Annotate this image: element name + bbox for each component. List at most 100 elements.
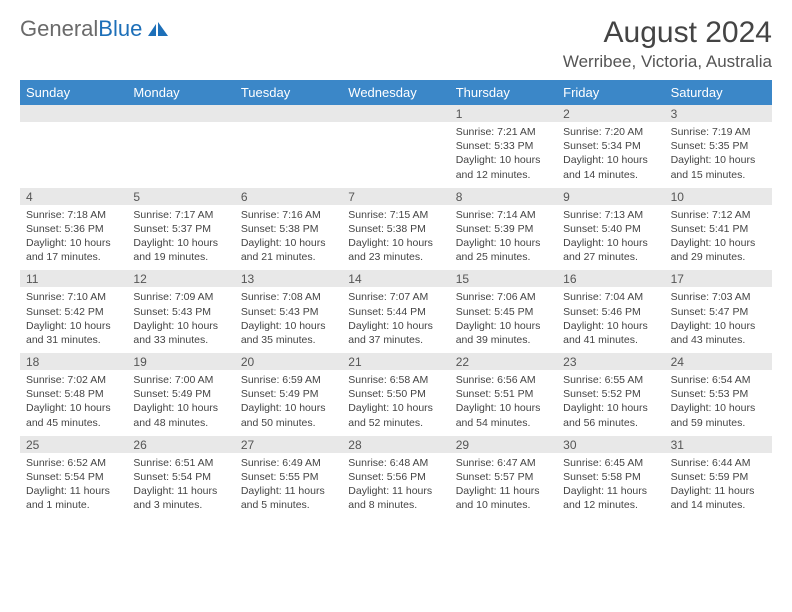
calendar-week: 11Sunrise: 7:10 AMSunset: 5:42 PMDayligh… <box>20 270 772 353</box>
date-number: 21 <box>342 353 449 370</box>
sunrise-text: Sunrise: 7:16 AM <box>241 208 336 222</box>
sunset-text: Sunset: 5:37 PM <box>133 222 228 236</box>
calendar-day: 28Sunrise: 6:48 AMSunset: 5:56 PMDayligh… <box>342 436 449 519</box>
date-number: 24 <box>665 353 772 370</box>
sunrise-text: Sunrise: 7:17 AM <box>133 208 228 222</box>
calendar-day: 14Sunrise: 7:07 AMSunset: 5:44 PMDayligh… <box>342 270 449 353</box>
calendar-day: 2Sunrise: 7:20 AMSunset: 5:34 PMDaylight… <box>557 105 664 188</box>
date-number: 20 <box>235 353 342 370</box>
sunset-text: Sunset: 5:41 PM <box>671 222 766 236</box>
weekday-header: Sunday Monday Tuesday Wednesday Thursday… <box>20 80 772 105</box>
weekday-label: Friday <box>557 80 664 105</box>
date-number: 19 <box>127 353 234 370</box>
sunset-text: Sunset: 5:34 PM <box>563 139 658 153</box>
calendar: Sunday Monday Tuesday Wednesday Thursday… <box>20 80 772 518</box>
date-number <box>20 105 127 122</box>
sunset-text: Sunset: 5:42 PM <box>26 305 121 319</box>
calendar-day: 19Sunrise: 7:00 AMSunset: 5:49 PMDayligh… <box>127 353 234 436</box>
calendar-day: 23Sunrise: 6:55 AMSunset: 5:52 PMDayligh… <box>557 353 664 436</box>
sunset-text: Sunset: 5:47 PM <box>671 305 766 319</box>
day-details: Sunrise: 7:18 AMSunset: 5:36 PMDaylight:… <box>26 205 121 265</box>
daylight-text: Daylight: 10 hours and 41 minutes. <box>563 319 658 347</box>
sunset-text: Sunset: 5:40 PM <box>563 222 658 236</box>
calendar-day: 11Sunrise: 7:10 AMSunset: 5:42 PMDayligh… <box>20 270 127 353</box>
day-details: Sunrise: 7:17 AMSunset: 5:37 PMDaylight:… <box>133 205 228 265</box>
sunset-text: Sunset: 5:38 PM <box>241 222 336 236</box>
day-details <box>241 122 336 180</box>
calendar-day: 31Sunrise: 6:44 AMSunset: 5:59 PMDayligh… <box>665 436 772 519</box>
daylight-text: Daylight: 11 hours and 8 minutes. <box>348 484 443 512</box>
calendar-day: 22Sunrise: 6:56 AMSunset: 5:51 PMDayligh… <box>450 353 557 436</box>
calendar-day: 17Sunrise: 7:03 AMSunset: 5:47 PMDayligh… <box>665 270 772 353</box>
day-details: Sunrise: 7:14 AMSunset: 5:39 PMDaylight:… <box>456 205 551 265</box>
day-details: Sunrise: 7:12 AMSunset: 5:41 PMDaylight:… <box>671 205 766 265</box>
daylight-text: Daylight: 10 hours and 59 minutes. <box>671 401 766 429</box>
daylight-text: Daylight: 10 hours and 15 minutes. <box>671 153 766 181</box>
calendar-day: 4Sunrise: 7:18 AMSunset: 5:36 PMDaylight… <box>20 188 127 271</box>
sunrise-text: Sunrise: 6:51 AM <box>133 456 228 470</box>
sunset-text: Sunset: 5:43 PM <box>133 305 228 319</box>
sunrise-text: Sunrise: 7:14 AM <box>456 208 551 222</box>
day-details: Sunrise: 6:52 AMSunset: 5:54 PMDaylight:… <box>26 453 121 513</box>
sunrise-text: Sunrise: 6:44 AM <box>671 456 766 470</box>
brand-logo: GeneralBlue <box>20 18 170 40</box>
day-details: Sunrise: 6:45 AMSunset: 5:58 PMDaylight:… <box>563 453 658 513</box>
calendar-day: 24Sunrise: 6:54 AMSunset: 5:53 PMDayligh… <box>665 353 772 436</box>
date-number: 15 <box>450 270 557 287</box>
calendar-day: 3Sunrise: 7:19 AMSunset: 5:35 PMDaylight… <box>665 105 772 188</box>
day-details: Sunrise: 7:16 AMSunset: 5:38 PMDaylight:… <box>241 205 336 265</box>
calendar-page: GeneralBlue August 2024 Werribee, Victor… <box>0 0 792 528</box>
calendar-day: 29Sunrise: 6:47 AMSunset: 5:57 PMDayligh… <box>450 436 557 519</box>
day-details: Sunrise: 7:09 AMSunset: 5:43 PMDaylight:… <box>133 287 228 347</box>
calendar-week: 1Sunrise: 7:21 AMSunset: 5:33 PMDaylight… <box>20 105 772 188</box>
date-number: 22 <box>450 353 557 370</box>
date-number: 4 <box>20 188 127 205</box>
daylight-text: Daylight: 10 hours and 37 minutes. <box>348 319 443 347</box>
day-details: Sunrise: 7:00 AMSunset: 5:49 PMDaylight:… <box>133 370 228 430</box>
day-details: Sunrise: 6:47 AMSunset: 5:57 PMDaylight:… <box>456 453 551 513</box>
sunrise-text: Sunrise: 6:59 AM <box>241 373 336 387</box>
date-number: 5 <box>127 188 234 205</box>
daylight-text: Daylight: 10 hours and 19 minutes. <box>133 236 228 264</box>
sunset-text: Sunset: 5:45 PM <box>456 305 551 319</box>
day-details: Sunrise: 7:03 AMSunset: 5:47 PMDaylight:… <box>671 287 766 347</box>
brand-text: GeneralBlue <box>20 18 142 40</box>
date-number: 12 <box>127 270 234 287</box>
title-block: August 2024 Werribee, Victoria, Australi… <box>563 18 772 72</box>
date-number: 26 <box>127 436 234 453</box>
date-number: 23 <box>557 353 664 370</box>
calendar-day: 25Sunrise: 6:52 AMSunset: 5:54 PMDayligh… <box>20 436 127 519</box>
sunrise-text: Sunrise: 7:00 AM <box>133 373 228 387</box>
sunrise-text: Sunrise: 7:18 AM <box>26 208 121 222</box>
daylight-text: Daylight: 10 hours and 39 minutes. <box>456 319 551 347</box>
day-details: Sunrise: 7:02 AMSunset: 5:48 PMDaylight:… <box>26 370 121 430</box>
day-details: Sunrise: 6:51 AMSunset: 5:54 PMDaylight:… <box>133 453 228 513</box>
daylight-text: Daylight: 10 hours and 33 minutes. <box>133 319 228 347</box>
calendar-day: 13Sunrise: 7:08 AMSunset: 5:43 PMDayligh… <box>235 270 342 353</box>
sunrise-text: Sunrise: 7:13 AM <box>563 208 658 222</box>
day-details: Sunrise: 7:10 AMSunset: 5:42 PMDaylight:… <box>26 287 121 347</box>
daylight-text: Daylight: 10 hours and 52 minutes. <box>348 401 443 429</box>
calendar-day: 18Sunrise: 7:02 AMSunset: 5:48 PMDayligh… <box>20 353 127 436</box>
date-number: 3 <box>665 105 772 122</box>
date-number: 25 <box>20 436 127 453</box>
daylight-text: Daylight: 11 hours and 10 minutes. <box>456 484 551 512</box>
daylight-text: Daylight: 11 hours and 3 minutes. <box>133 484 228 512</box>
sunrise-text: Sunrise: 7:07 AM <box>348 290 443 304</box>
day-details: Sunrise: 6:44 AMSunset: 5:59 PMDaylight:… <box>671 453 766 513</box>
day-details: Sunrise: 7:13 AMSunset: 5:40 PMDaylight:… <box>563 205 658 265</box>
sunrise-text: Sunrise: 6:58 AM <box>348 373 443 387</box>
sunset-text: Sunset: 5:59 PM <box>671 470 766 484</box>
day-details: Sunrise: 6:58 AMSunset: 5:50 PMDaylight:… <box>348 370 443 430</box>
brand-name-blue: Blue <box>98 16 142 41</box>
sunrise-text: Sunrise: 7:09 AM <box>133 290 228 304</box>
sunrise-text: Sunrise: 7:20 AM <box>563 125 658 139</box>
sunrise-text: Sunrise: 7:04 AM <box>563 290 658 304</box>
day-details: Sunrise: 7:21 AMSunset: 5:33 PMDaylight:… <box>456 122 551 182</box>
sunset-text: Sunset: 5:56 PM <box>348 470 443 484</box>
daylight-text: Daylight: 10 hours and 35 minutes. <box>241 319 336 347</box>
sunset-text: Sunset: 5:54 PM <box>26 470 121 484</box>
calendar-day: 7Sunrise: 7:15 AMSunset: 5:38 PMDaylight… <box>342 188 449 271</box>
daylight-text: Daylight: 10 hours and 56 minutes. <box>563 401 658 429</box>
day-details <box>26 122 121 180</box>
